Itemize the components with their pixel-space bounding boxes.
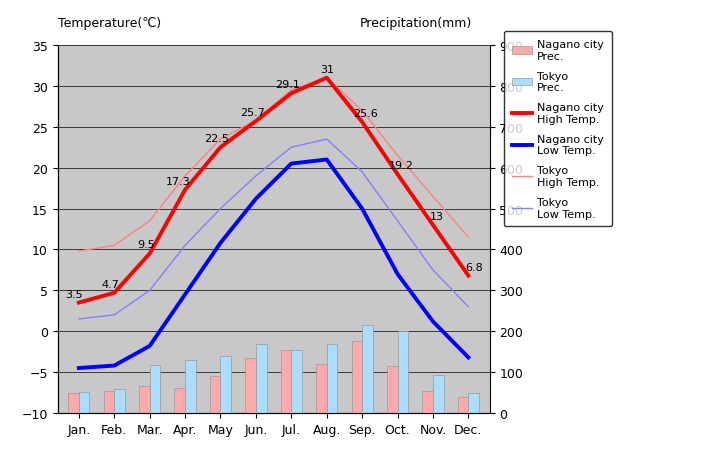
Bar (327, 345, 338, 413)
Bar (104, 391, 114, 413)
Text: 22.5: 22.5 (204, 134, 230, 144)
Bar (256, 345, 266, 413)
Bar (174, 389, 185, 413)
Text: 3.5: 3.5 (65, 289, 82, 299)
Bar (68, 393, 79, 413)
Bar (210, 376, 220, 413)
Bar (292, 350, 302, 413)
Bar (468, 393, 479, 413)
Text: Temperature(℃): Temperature(℃) (58, 17, 161, 30)
Text: 13: 13 (430, 211, 444, 221)
Bar (316, 364, 327, 413)
Bar (185, 360, 196, 413)
Bar (79, 392, 89, 413)
Bar (139, 386, 150, 413)
Legend: Nagano city
Prec., Tokyo
Prec., Nagano city
High Temp., Nagano city
Low Temp., T: Nagano city Prec., Tokyo Prec., Nagano c… (504, 32, 612, 227)
Text: 9.5: 9.5 (138, 240, 155, 250)
Bar (387, 366, 397, 413)
Bar (458, 397, 468, 413)
Text: Precipitation(mm): Precipitation(mm) (360, 17, 472, 30)
Text: 19.2: 19.2 (389, 161, 413, 171)
Text: 25.6: 25.6 (354, 108, 378, 118)
Bar (281, 350, 292, 413)
Bar (397, 331, 408, 413)
Bar (362, 325, 373, 413)
Text: 29.1: 29.1 (275, 80, 300, 90)
Text: 17.3: 17.3 (166, 176, 190, 186)
Bar (246, 358, 256, 413)
Text: 31: 31 (320, 64, 333, 74)
Bar (220, 356, 231, 413)
Bar (433, 375, 444, 413)
Bar (351, 341, 362, 413)
Bar (423, 391, 433, 413)
Text: 6.8: 6.8 (465, 262, 482, 272)
Text: 4.7: 4.7 (102, 279, 120, 289)
Text: 25.7: 25.7 (240, 108, 265, 118)
Bar (114, 389, 125, 413)
Bar (150, 365, 161, 413)
